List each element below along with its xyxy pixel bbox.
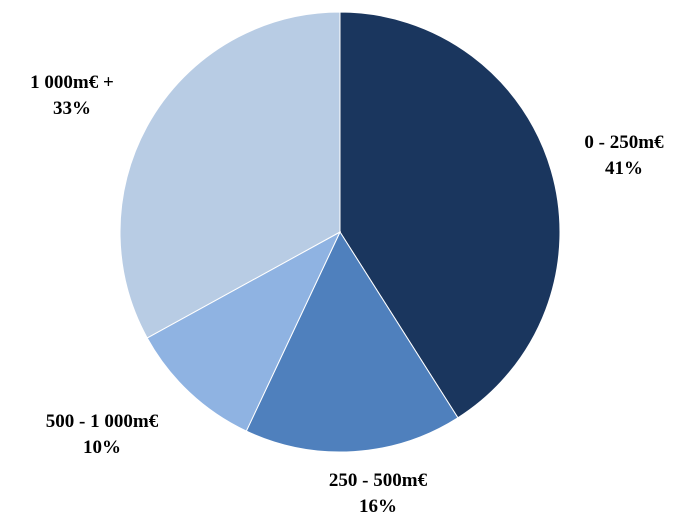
pie-labels: 0 - 250m€ 41% 250 - 500m€ 16% 500 - 1 000m€ 1… [30,72,664,517]
slice-value-label-3: 10% [83,437,121,458]
pie-slice-1 [339,11,561,419]
slice-category-label-2: 250 - 500m€ [329,470,428,491]
slice-category-label-1: 0 - 250m€ [584,132,664,153]
slice-value-label-1: 41% [605,158,643,179]
slice-category-label-3: 500 - 1 000m€ [46,411,159,432]
slice-category-label-4: 1 000m€ + [30,72,114,93]
pie-slice-4 [119,11,341,339]
pie-slice-3 [146,230,342,432]
pie-slice-2 [245,230,459,453]
slice-value-label-2: 16% [359,496,397,517]
slice-value-label-4: 33% [53,98,91,119]
pie-slices [119,11,561,453]
